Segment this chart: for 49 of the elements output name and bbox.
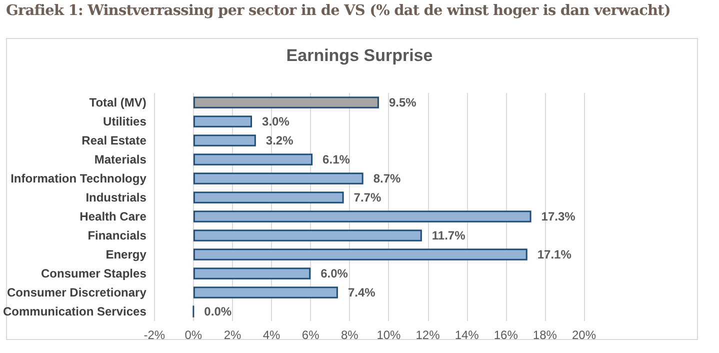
data-label: 17.3% bbox=[541, 210, 576, 224]
data-label: 6.0% bbox=[320, 266, 348, 280]
chart-subtitle: Earnings Surprise bbox=[286, 46, 433, 65]
y-tick-label: Utilities bbox=[103, 114, 147, 128]
x-tick-label: 10% bbox=[376, 328, 402, 342]
x-tick-label: 18% bbox=[532, 328, 558, 342]
data-label: 6.1% bbox=[322, 152, 350, 166]
bar bbox=[193, 210, 532, 222]
x-tick-label: 8% bbox=[340, 328, 359, 342]
y-tick-label: Energy bbox=[106, 248, 147, 262]
chart-title: Grafiek 1: Winstverrassing per sector in de VS (% dat de winst hoger is dan verwacht) bbox=[6, 2, 670, 19]
x-tick-label: 20% bbox=[572, 328, 596, 342]
y-tick-label: Materials bbox=[94, 152, 147, 166]
bar bbox=[193, 192, 344, 204]
bar bbox=[193, 116, 252, 128]
y-tick-label: Information Technology bbox=[10, 172, 147, 186]
x-tick-label: -2% bbox=[144, 328, 166, 342]
bar bbox=[193, 96, 379, 108]
y-tick-label: Real Estate bbox=[82, 134, 147, 148]
data-label: 3.0% bbox=[262, 114, 290, 128]
y-tick-label: Communication Services bbox=[2, 304, 147, 318]
data-label: 7.7% bbox=[354, 190, 382, 204]
bar bbox=[193, 230, 422, 242]
bar bbox=[193, 248, 528, 260]
bar bbox=[193, 172, 364, 184]
y-tick-label: Consumer Discretionary bbox=[6, 286, 147, 300]
x-tick-label: 12% bbox=[416, 328, 440, 342]
y-tick-label: Industrials bbox=[86, 190, 147, 204]
data-label: 8.7% bbox=[373, 172, 402, 186]
x-tick-label: 16% bbox=[494, 328, 518, 342]
data-label: 3.2% bbox=[266, 134, 294, 148]
data-label: 7.4% bbox=[348, 286, 376, 300]
x-tick-label: 6% bbox=[302, 328, 320, 342]
x-tick-label: 4% bbox=[262, 328, 281, 342]
bar bbox=[193, 268, 311, 280]
bar bbox=[193, 286, 338, 298]
y-tick-label: Financials bbox=[88, 228, 147, 242]
y-tick-label: Health Care bbox=[80, 210, 147, 224]
x-tick-label: 0% bbox=[184, 328, 202, 342]
bar bbox=[193, 134, 256, 146]
data-label: 17.1% bbox=[537, 248, 572, 262]
x-tick-label: 14% bbox=[454, 328, 480, 342]
data-label: 0.0% bbox=[204, 304, 232, 318]
data-label: 9.5% bbox=[388, 96, 417, 110]
data-label: 11.7% bbox=[432, 228, 466, 242]
y-tick-label: Consumer Staples bbox=[41, 266, 147, 280]
y-tick-label: Total (MV) bbox=[89, 96, 146, 110]
x-tick-label: 2% bbox=[224, 328, 242, 342]
bar bbox=[193, 154, 313, 166]
